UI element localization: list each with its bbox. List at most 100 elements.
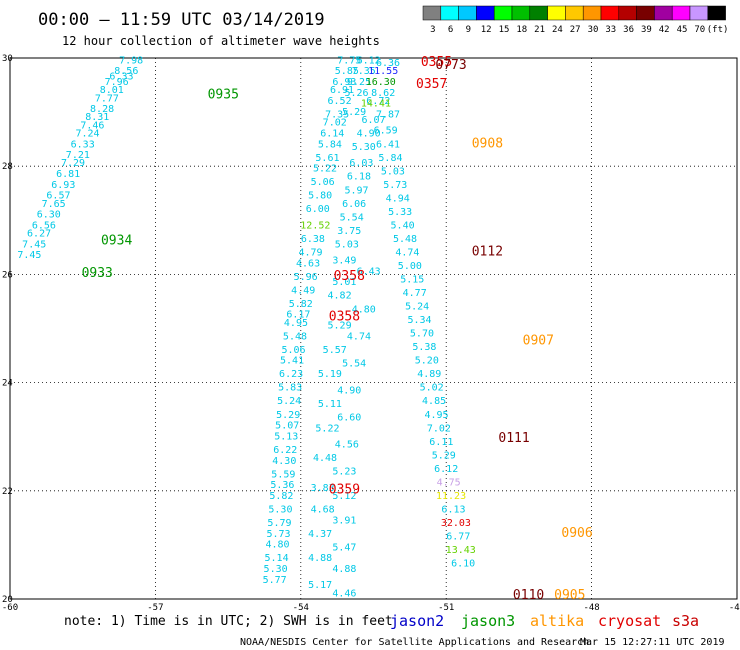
- colorbar-swatch: [636, 5, 655, 21]
- wave-height-point: 5.82: [289, 299, 313, 310]
- colorbar-swatch: [493, 5, 513, 21]
- wave-height-point: 6.06: [342, 199, 366, 210]
- colorbar-label: 39: [641, 25, 652, 35]
- wave-height-point: 3.83: [311, 483, 335, 494]
- wave-height-point: 6.12: [434, 464, 458, 475]
- legend-item-cryosat: cryosat: [598, 612, 661, 630]
- wave-height-point: 5.54: [342, 358, 366, 369]
- wave-height-point: 6.13: [441, 504, 465, 515]
- colorbar-swatch: [422, 5, 442, 21]
- wave-height-point: 5.38: [412, 342, 436, 353]
- colorbar-swatch: [547, 5, 566, 21]
- wave-height-point: 7.96: [105, 77, 129, 88]
- y-tick-label: 30: [2, 54, 13, 64]
- plot-frame: [9, 57, 738, 600]
- wave-height-point: 4.74: [347, 331, 371, 342]
- wave-height-point: 7.02: [323, 118, 347, 129]
- wave-height-point: 4.46: [332, 588, 356, 599]
- colorbar-label: 24: [552, 25, 563, 35]
- wave-height-point: 8.56: [114, 66, 138, 77]
- wave-height-point: 5.36: [270, 480, 294, 491]
- x-tick-label: -54: [293, 603, 309, 613]
- wave-height-point: 4.80: [265, 540, 289, 551]
- wave-height-point: 5.48: [283, 331, 307, 342]
- wave-height-point: 6.00: [306, 204, 330, 215]
- wave-height-point: 5.79: [267, 518, 291, 529]
- wave-height-point: 8.28: [90, 104, 114, 115]
- wave-height-point: 7.45: [22, 239, 46, 250]
- plot-area: -60 -57 -54 -51 -48 -45 20 22 24 26 28 30 7.988.56…: [2, 54, 740, 613]
- x-tick-label: -48: [583, 603, 599, 613]
- wave-height-point: 6.57: [46, 191, 70, 202]
- wave-height-point: 16.30: [366, 77, 396, 88]
- wave-height-point: 5.77: [263, 575, 287, 586]
- wave-height-point: 5.30: [268, 504, 292, 515]
- wave-height-point: 5.30: [264, 564, 288, 575]
- colorbar-swatch: [565, 5, 584, 21]
- pass-time-label: 0906: [561, 526, 592, 541]
- y-tick-label: 22: [2, 487, 13, 497]
- wave-height-point: 4.75: [437, 477, 461, 488]
- colorbar-swatch: [440, 5, 459, 21]
- wave-height-point: 5.03: [335, 239, 359, 250]
- wave-height-point: 5.13: [274, 431, 298, 442]
- wave-height-point: 5.19: [318, 369, 342, 380]
- wave-height-point: 6.18: [347, 172, 371, 183]
- wave-height-point: 5.02: [420, 383, 444, 394]
- pass-time-label: 0358: [334, 269, 365, 284]
- wave-height-point: 11.55: [368, 66, 398, 77]
- wave-height-point: 5.84: [318, 139, 342, 150]
- pass-time-label: 0110: [513, 588, 544, 603]
- legend-item-altika: altika: [530, 612, 584, 630]
- wave-height-point: 6.93: [332, 77, 356, 88]
- wave-height-point: 5.17: [308, 580, 332, 591]
- data-points: 7.988.566.337.968.017.778.288.317.467.24…: [17, 55, 475, 599]
- wave-height-point: 5.12: [332, 491, 356, 502]
- wave-height-point: 6.10: [451, 559, 475, 570]
- wave-height-point: 6.59: [374, 126, 398, 137]
- footer-credit: NOAA/NESDIS Center for Satellite Applica…: [240, 637, 589, 648]
- wave-height-point: 6.52: [328, 96, 352, 107]
- colorbar-swatch: [529, 5, 548, 21]
- wave-height-point: 4.56: [335, 440, 359, 451]
- colorbar-label: 3: [430, 25, 435, 35]
- wave-height-point: 5.84: [378, 153, 402, 164]
- wave-height-point: 5.82: [269, 491, 293, 502]
- colorbar-label: (ft): [707, 25, 729, 35]
- pass-time-label: 0905: [554, 588, 585, 603]
- wave-height-point: 6.60: [337, 412, 361, 423]
- wave-height-point: 8.01: [100, 85, 124, 96]
- wave-height-point: 6.93: [51, 180, 75, 191]
- wave-height-point: 5.15: [400, 275, 424, 286]
- wave-height-point: 3.49: [332, 256, 356, 267]
- footer-timestamp: Mar 15 12:27:11 UTC 2019: [580, 637, 725, 648]
- colorbar-label: 45: [677, 25, 688, 35]
- wave-height-point: 8.62: [371, 88, 395, 99]
- colorbar-swatch: [458, 5, 477, 21]
- wave-height-point: 7.98: [119, 55, 143, 66]
- wave-height-point: 6.11: [429, 437, 453, 448]
- legend-item-jason2: jason2: [390, 612, 444, 630]
- wave-height-point: 7.46: [80, 120, 104, 131]
- wave-height-point: 5.70: [410, 329, 434, 340]
- wave-height-point: 5.54: [340, 212, 364, 223]
- wave-height-point: 4.74: [395, 247, 419, 258]
- colorbar-swatch: [707, 5, 726, 21]
- colorbar-label: 70: [694, 25, 705, 35]
- pass-time-label: 0935: [208, 88, 239, 103]
- legend-item-jason3: jason3: [461, 612, 515, 630]
- wave-height-point: 5.06: [311, 177, 335, 188]
- wave-height-point: 6.56: [32, 220, 56, 231]
- wave-height-point: 6.14: [320, 128, 344, 139]
- wave-height-point: 5.30: [352, 142, 376, 153]
- wave-height-point: 5.29: [342, 107, 366, 118]
- x-tick-labels: -60 -57 -54 -51 -48 -45: [2, 603, 740, 613]
- wave-height-point: 5.47: [332, 542, 356, 553]
- wave-height-point: 6.07: [361, 115, 385, 126]
- wave-height-point: 6.22: [273, 445, 297, 456]
- colorbar-swatch: [511, 5, 531, 21]
- x-tick-label: -51: [438, 603, 454, 613]
- footnote: note: 1) Time is in UTC; 2) SWH is in fe…: [64, 614, 393, 629]
- wave-height-point: 7.35: [325, 110, 349, 121]
